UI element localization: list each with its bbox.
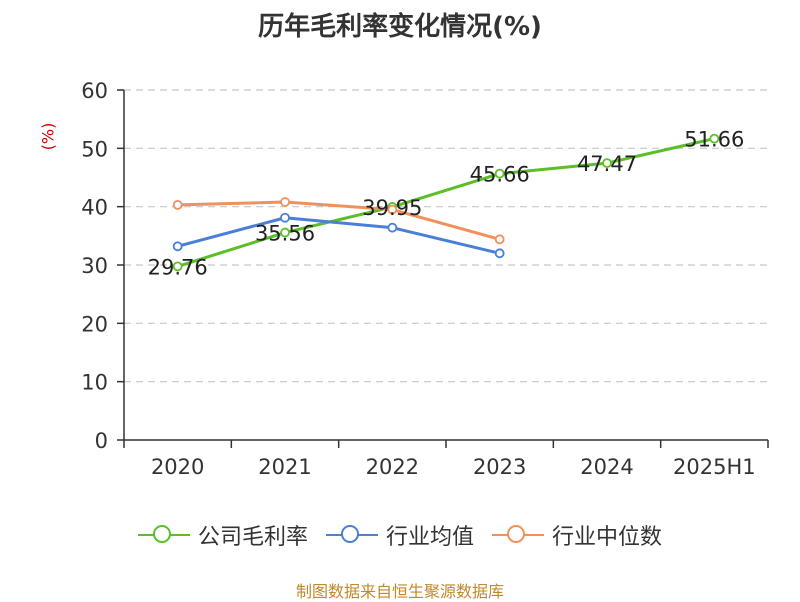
legend-item-industry-mean[interactable]: 行业均值	[325, 519, 474, 551]
x-tick-label: 2021	[258, 455, 311, 479]
legend-item-company[interactable]: 公司毛利率	[137, 519, 308, 551]
data-point-company	[494, 168, 505, 179]
data-point-company	[280, 227, 290, 238]
data-point-industry-mean	[387, 222, 398, 233]
y-tick-label: 0	[95, 429, 108, 453]
data-point-industry-median	[387, 204, 398, 215]
legend-label-industry-mean: 行业均值	[385, 525, 474, 550]
data-label: 35.56	[255, 222, 315, 246]
legend-label-company: 公司毛利率	[197, 525, 308, 550]
series-line-industry-mean	[177, 216, 501, 255]
data-label: 51.66	[684, 128, 744, 152]
data-label: 45.66	[470, 163, 530, 187]
data-point-company	[602, 158, 612, 168]
data-point-company	[172, 261, 183, 272]
data-point-industry-median	[280, 197, 290, 207]
y-tick-label: 30	[81, 254, 108, 278]
y-tick-label: 40	[81, 196, 108, 220]
series-line-industry-median	[177, 200, 501, 241]
legend-item-industry-median[interactable]: 行业中位数	[492, 519, 662, 551]
legend: 公司毛利率 行业均值 行业中位数	[0, 518, 800, 552]
data-label: 39.95	[362, 196, 422, 220]
data-point-industry-mean	[280, 212, 290, 223]
x-tick-label: 2025H1	[673, 455, 756, 479]
chart-title: 历年毛利率变化情况(%)	[258, 12, 542, 42]
data-point-industry-median	[494, 234, 505, 245]
x-tick-label: 2020	[151, 455, 204, 479]
y-tick-label: 20	[81, 312, 108, 336]
x-tick-label: 2023	[473, 455, 526, 479]
data-source-note: 制图数据来自恒生聚源数据库	[295, 582, 504, 601]
data-point-industry-mean	[494, 248, 505, 259]
series-line-company	[177, 137, 715, 268]
data-point-company	[709, 133, 720, 144]
legend-marker-industry-median	[492, 523, 544, 547]
legend-marker-industry-mean	[325, 523, 378, 547]
legend-label-industry-median: 行业中位数	[552, 525, 663, 550]
x-tick-label: 2022	[366, 455, 419, 479]
data-label: 29.76	[148, 255, 208, 279]
data-label: 47.47	[577, 152, 637, 176]
legend-marker-company	[137, 523, 190, 547]
data-point-industry-median	[172, 200, 183, 210]
data-point-industry-mean	[172, 241, 183, 252]
y-tick-label: 10	[81, 371, 108, 395]
y-tick-label: 60	[81, 79, 108, 103]
x-tick-label: 2024	[580, 455, 633, 479]
y-tick-label: 50	[81, 137, 108, 161]
